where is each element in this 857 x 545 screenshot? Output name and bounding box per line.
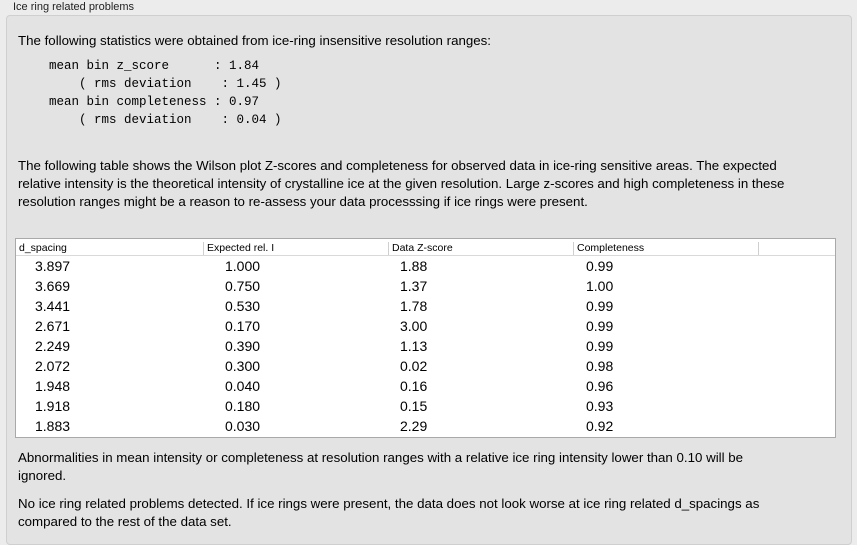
table-cell: 0.16: [400, 378, 428, 394]
stats-block: mean bin z_score : 1.84 ( rms deviation …: [49, 59, 282, 127]
table-row[interactable]: 2.249 0.390 1.13 0.99: [16, 336, 835, 356]
table-header: d_spacing Expected rel. I Data Z-score C…: [16, 239, 835, 256]
table-cell: 0.530: [225, 298, 261, 314]
table-cell: 1.883: [35, 418, 71, 434]
table-cell: 3.441: [35, 298, 71, 314]
table-cell: 0.300: [225, 358, 261, 374]
table-cell: 3.897: [35, 258, 71, 274]
note-text: Abnormalities in mean intensity or compl…: [18, 450, 744, 483]
intro-text: The following statistics were obtained f…: [18, 33, 492, 48]
table-row[interactable]: 1.883 0.030 2.29 0.92: [16, 416, 835, 436]
table-cell: 0.390: [225, 338, 261, 354]
header-data-z-score[interactable]: Data Z-score: [388, 242, 453, 255]
table-cell: 0.030: [225, 418, 261, 434]
ice-ring-table[interactable]: d_spacing Expected rel. I Data Z-score C…: [15, 238, 836, 438]
table-cell: 3.00: [400, 318, 428, 334]
header-expected-rel-i[interactable]: Expected rel. I: [203, 242, 274, 255]
header-completeness[interactable]: Completeness: [573, 242, 644, 255]
table-cell: 1.948: [35, 378, 71, 394]
table-cell: 2.249: [35, 338, 71, 354]
table-cell: 2.072: [35, 358, 71, 374]
table-cell: 0.98: [586, 358, 614, 374]
table-cell: 0.99: [586, 298, 614, 314]
table-cell: 0.92: [586, 418, 614, 434]
table-cell: 3.669: [35, 278, 71, 294]
table-cell: 0.15: [400, 398, 428, 414]
table-cell: 0.99: [586, 338, 614, 354]
table-cell: 0.02: [400, 358, 428, 374]
table-row[interactable]: 3.441 0.530 1.78 0.99: [16, 296, 835, 316]
table-cell: 1.13: [400, 338, 428, 354]
table-cell: 1.37: [400, 278, 428, 294]
table-row[interactable]: 3.897 1.000 1.88 0.99: [16, 256, 835, 276]
table-cell: 0.99: [586, 258, 614, 274]
header-divider: [758, 242, 759, 255]
table-row[interactable]: 2.671 0.170 3.00 0.99: [16, 316, 835, 336]
header-d-spacing[interactable]: d_spacing: [19, 242, 67, 254]
table-cell: 0.96: [586, 378, 614, 394]
table-cell: 1.00: [586, 278, 614, 294]
table-cell: 1.918: [35, 398, 71, 414]
table-intro-text: The following table shows the Wilson plo…: [18, 158, 785, 209]
table-cell: 0.93: [586, 398, 614, 414]
table-cell: 2.29: [400, 418, 428, 434]
conclusion-text: No ice ring related problems detected. I…: [18, 496, 760, 529]
table-row[interactable]: 3.669 0.750 1.37 1.00: [16, 276, 835, 296]
table-cell: 1.88: [400, 258, 428, 274]
table-cell: 1.78: [400, 298, 428, 314]
table-cell: 0.180: [225, 398, 261, 414]
group-title: Ice ring related problems: [13, 1, 135, 13]
table-cell: 1.000: [225, 258, 261, 274]
table-cell: 0.170: [225, 318, 261, 334]
table-cell: 0.750: [225, 278, 261, 294]
table-cell: 0.040: [225, 378, 261, 394]
table-cell: 0.99: [586, 318, 614, 334]
table-row[interactable]: 1.948 0.040 0.16 0.96: [16, 376, 835, 396]
table-cell: 2.671: [35, 318, 71, 334]
table-row[interactable]: 2.072 0.300 0.02 0.98: [16, 356, 835, 376]
table-row[interactable]: 1.918 0.180 0.15 0.93: [16, 396, 835, 416]
